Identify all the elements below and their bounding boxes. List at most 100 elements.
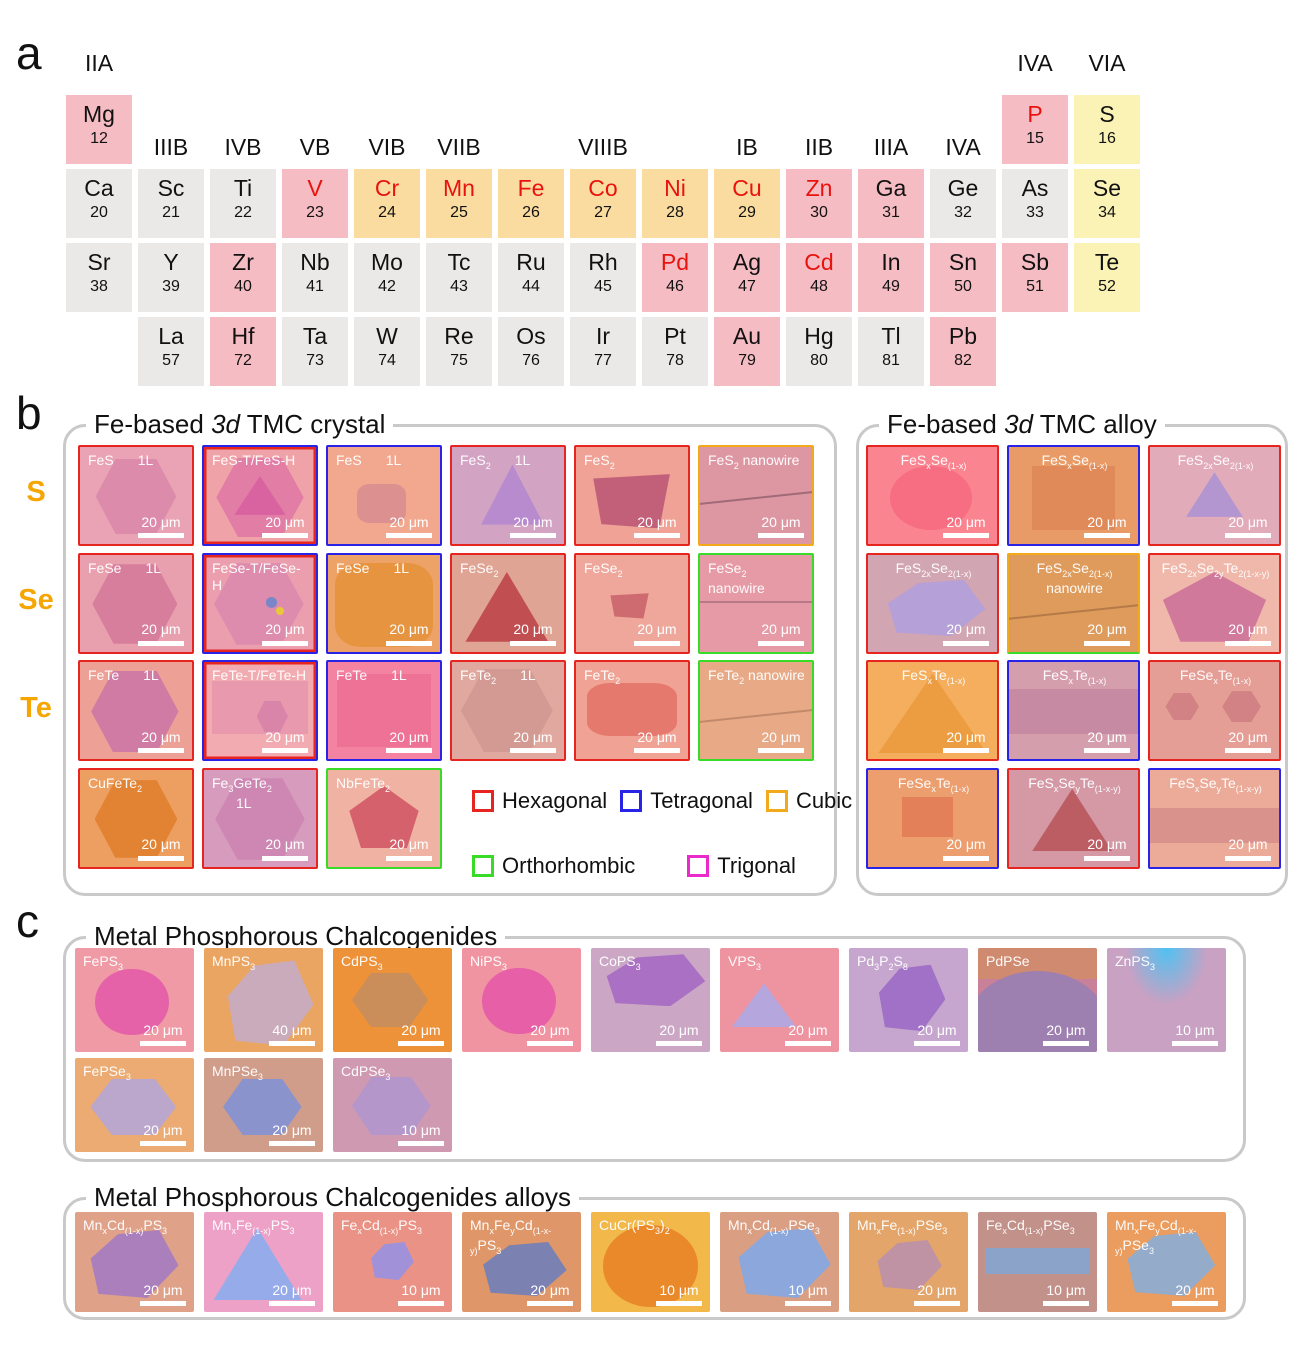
layer-tag: 1L xyxy=(385,452,402,468)
pt-group-VIIIB: VIIIB xyxy=(578,134,628,160)
tile-label: FeSe-T/FeSe-H xyxy=(212,560,310,595)
tile-label: FexCd(1-x)PS3 xyxy=(341,1217,446,1237)
element-number: 50 xyxy=(954,278,972,296)
title-italic: 3d xyxy=(211,409,240,439)
legend-swatch xyxy=(687,855,710,877)
mpc-alloy-micrograph: MnxCd(1-x)PSe3 10 μm xyxy=(720,1212,839,1312)
mpc-micrograph: PdPSe 20 μm xyxy=(978,948,1097,1052)
label-subscript: 2 xyxy=(609,460,615,471)
label-text: VPS xyxy=(728,953,757,969)
label-text: Mn xyxy=(857,1217,877,1233)
element-number: 39 xyxy=(162,278,180,296)
label-text: FeTe xyxy=(708,667,740,683)
scale-bar-text: 20 μm xyxy=(265,728,305,745)
row-label-se: Se xyxy=(18,584,54,616)
label-subscript: (1-x) xyxy=(379,1225,399,1236)
label-subscript: (1-x) xyxy=(1087,675,1107,686)
label-text: FeS xyxy=(901,667,928,683)
tmc-alloy-micrograph: FeS2xSe2yTe2(1-x-y) 20 μm xyxy=(1148,552,1281,654)
tile-label: NbFeTe2 xyxy=(336,775,434,795)
scale-bar-text: 20 μm xyxy=(265,513,305,530)
pt-header-IIA: IIA xyxy=(84,50,114,76)
label-subscript: 3 xyxy=(257,1071,263,1082)
label-text: PSe xyxy=(1043,1217,1070,1233)
flake-shape xyxy=(371,1242,414,1280)
scale-bar-text: 20 μm xyxy=(141,513,181,530)
label-text: CuFeTe xyxy=(88,774,138,791)
element-symbol: Ru xyxy=(516,249,546,275)
label-subscript: 2x xyxy=(1187,568,1197,579)
label-subscript: 2 xyxy=(741,568,747,579)
scale-bar-line xyxy=(262,748,308,753)
scale-bar: 20 μm xyxy=(1225,514,1271,538)
legend-label: Tetragonal xyxy=(650,788,753,813)
element-number: 72 xyxy=(234,352,252,370)
label-text: FePSe xyxy=(83,1063,126,1079)
tile-label: FeSe 1L xyxy=(88,560,186,578)
tmc-alloy-micrograph: FeS2xSe2(1-x) nanowire 20 μm xyxy=(1007,552,1140,654)
label-text: FeS xyxy=(460,452,486,468)
tile-label: FeS2 nanowire xyxy=(708,452,806,472)
tile-label: FeS 1L xyxy=(88,452,186,470)
label-subscript: x xyxy=(357,1225,362,1236)
legend-swatch xyxy=(472,855,494,877)
element-number: 51 xyxy=(1026,278,1044,296)
label-subscript: (1-x) xyxy=(946,675,966,686)
label-subscript: x xyxy=(876,1225,881,1236)
label-text: Se xyxy=(1196,559,1214,576)
mpc-alloy-micrograph: MnxFe(1-x)PS3 20 μm xyxy=(204,1212,323,1312)
scale-bar: 20 μm xyxy=(386,621,432,646)
legend-item-cubic: Cubic xyxy=(765,788,852,814)
tile-label: VPS3 xyxy=(728,953,833,973)
label-text: FeS xyxy=(584,452,610,468)
label-subscript: x xyxy=(1053,783,1059,794)
label-subscript: x xyxy=(747,1225,752,1236)
label-subscript: 3 xyxy=(814,1225,820,1236)
label-text: PdPSe xyxy=(986,953,1030,969)
scale-bar-line xyxy=(1225,748,1271,753)
label-text: FeSe xyxy=(1179,667,1214,683)
tile-label: FeSxSe(1-x) xyxy=(1017,452,1132,472)
tmc-crystal-micrograph: FeS2 20 μm xyxy=(574,445,690,546)
tmc-alloy-micrograph: FeSexTe(1-x) 20 μm xyxy=(866,767,999,869)
legend-swatch xyxy=(765,790,788,812)
label-text: S xyxy=(893,953,903,969)
label-text: FeS xyxy=(895,559,922,576)
label-subscript: (1-x-y) xyxy=(1235,783,1262,794)
label-subscript: (1-x) xyxy=(1024,1225,1044,1236)
scale-bar-line xyxy=(269,1301,315,1306)
tile-label: FeSxTe(1-x) xyxy=(1017,667,1132,687)
label-text: Fe xyxy=(341,1217,358,1233)
element-Ga: Ga 31 xyxy=(858,169,924,238)
element-number: 52 xyxy=(1098,278,1116,296)
tmc-alloy-micrograph: FeS2xSe2(1-x) 20 μm xyxy=(866,552,999,654)
trapd-shape xyxy=(610,593,649,619)
tile-label: FeTe-T/FeTe-H xyxy=(212,667,310,685)
element-Re: Re 75 xyxy=(426,317,492,386)
scale-bar-text: 20 μm xyxy=(761,513,801,530)
label-subscript: 2x xyxy=(921,568,931,579)
label-subscript: 8 xyxy=(902,961,908,972)
element-Mo: Mo 42 xyxy=(354,243,420,312)
element-number: 40 xyxy=(234,278,252,296)
label-text: GeTe xyxy=(233,774,267,791)
mpc-micrograph: VPS3 20 μm xyxy=(720,948,839,1052)
element-symbol: Te xyxy=(1094,249,1120,275)
tile-label: ZnPS3 xyxy=(1115,953,1220,973)
tile-label: FeS2xSe2(1-x) nanowire xyxy=(1017,560,1132,598)
scale-bar-text: 20 μm xyxy=(265,621,305,638)
scale-bar-text: 20 μm xyxy=(143,1281,183,1298)
pt-header-VIA: VIA xyxy=(1088,50,1126,76)
tile-label: FeS2xSe2(1-x) xyxy=(1158,452,1273,472)
element-number: 73 xyxy=(306,352,324,370)
element-Pd: Pd 46 xyxy=(642,243,708,312)
pt-group-IB: IB xyxy=(736,134,758,160)
label-text: Fe xyxy=(880,1217,898,1233)
pt-group-IIIB: IIIB xyxy=(153,134,189,160)
element-symbol: Ir xyxy=(595,323,611,349)
tile-label: FeSe 1L xyxy=(336,560,434,578)
tile-label: FeSe2 nanowire xyxy=(708,560,806,598)
tile-label: Fe3GeTe2 1L xyxy=(212,775,310,813)
band-shape xyxy=(1032,466,1115,531)
scale-bar-text: 20 μm xyxy=(1087,513,1127,530)
